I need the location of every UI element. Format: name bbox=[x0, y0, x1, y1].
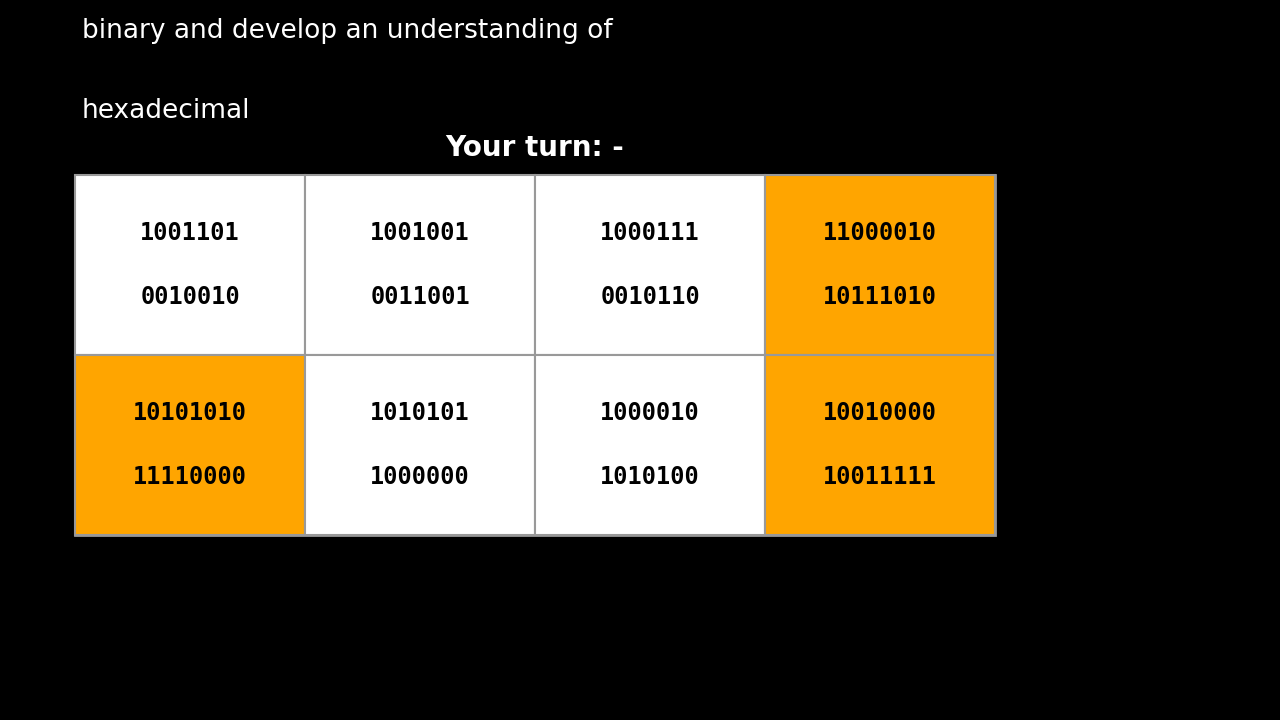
Text: 10011111: 10011111 bbox=[823, 465, 937, 490]
Text: 10111010: 10111010 bbox=[823, 285, 937, 310]
Text: 0011001: 0011001 bbox=[370, 285, 470, 310]
Text: 1000010: 1000010 bbox=[600, 400, 700, 425]
Bar bbox=[535, 355, 765, 535]
Bar bbox=[765, 355, 995, 535]
Text: 1010101: 1010101 bbox=[370, 400, 470, 425]
Text: 10010000: 10010000 bbox=[823, 400, 937, 425]
Text: 11110000: 11110000 bbox=[133, 465, 247, 490]
Text: 1000000: 1000000 bbox=[370, 465, 470, 490]
Text: 1001001: 1001001 bbox=[370, 220, 470, 245]
Text: 0010110: 0010110 bbox=[600, 285, 700, 310]
Text: Your turn: -: Your turn: - bbox=[445, 134, 625, 162]
Text: 1000111: 1000111 bbox=[600, 220, 700, 245]
Bar bbox=[305, 175, 535, 355]
Text: 11000010: 11000010 bbox=[823, 220, 937, 245]
Bar bbox=[535, 175, 765, 355]
Text: 10101010: 10101010 bbox=[133, 400, 247, 425]
Bar bbox=[305, 355, 535, 535]
Text: binary and develop an understanding of: binary and develop an understanding of bbox=[82, 18, 613, 44]
Text: 1010100: 1010100 bbox=[600, 465, 700, 490]
Bar bbox=[76, 355, 305, 535]
Text: 0010010: 0010010 bbox=[140, 285, 239, 310]
Bar bbox=[765, 175, 995, 355]
Text: 1001101: 1001101 bbox=[140, 220, 239, 245]
Text: hexadecimal: hexadecimal bbox=[82, 98, 251, 124]
Bar bbox=[76, 175, 995, 535]
Bar bbox=[76, 175, 305, 355]
